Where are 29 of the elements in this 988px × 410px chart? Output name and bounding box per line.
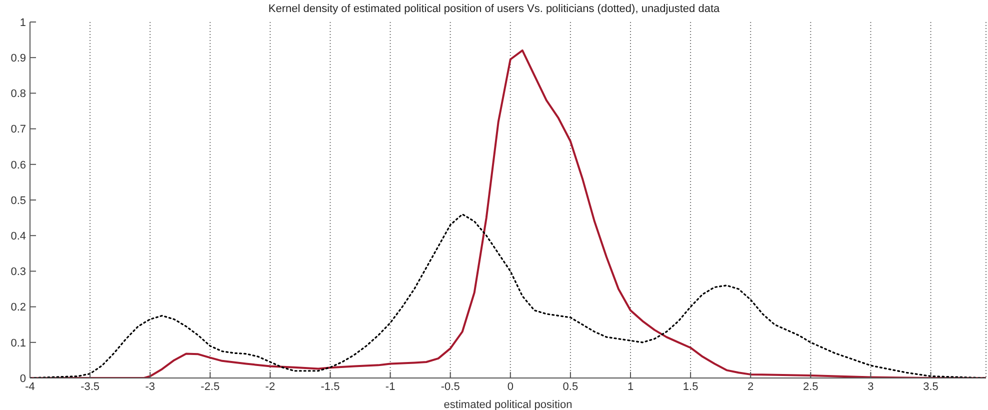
x-tick-label: -2.5	[200, 380, 220, 393]
x-tick-label: 3.5	[923, 380, 938, 393]
y-tick-label: 0.6	[10, 159, 26, 172]
x-tick-label: -3	[145, 380, 155, 393]
chart-title: Kernel density of estimated political position of users Vs. politicians (dotted), unadjusted data	[267, 3, 721, 15]
x-tick-label: 3	[868, 380, 874, 393]
y-tick-label: 0.9	[10, 52, 26, 65]
y-tick-label: 0.8	[10, 88, 26, 100]
x-tick-label: 0	[507, 380, 514, 393]
x-tick-label: -0.5	[440, 380, 460, 393]
x-tick-label: 0.5	[562, 380, 578, 393]
y-tick-label: 0.5	[10, 194, 26, 207]
y-tick-label: 1	[20, 16, 26, 29]
y-tick-label: 0.4	[10, 230, 26, 243]
x-axis-title: estimated political position	[444, 399, 572, 410]
x-tick-label: -2	[265, 380, 276, 393]
x-tick-label: 2.5	[803, 380, 818, 393]
x-tick-label: 1.5	[682, 380, 698, 393]
x-tick-label: 1	[627, 380, 634, 393]
y-tick-label: 0.2	[10, 302, 26, 314]
y-tick-label: 0.3	[10, 266, 26, 278]
y-tick-label: 0.7	[10, 124, 26, 136]
y-tick-label: 0.1	[10, 337, 26, 350]
x-tick-label: -1.5	[320, 380, 340, 393]
x-tick-label: -4	[25, 380, 35, 393]
x-tick-label: 2	[748, 380, 754, 393]
x-tick-label: -1	[385, 380, 396, 393]
y-tick-label: 0	[20, 372, 26, 385]
x-tick-label: -3.5	[80, 380, 100, 393]
